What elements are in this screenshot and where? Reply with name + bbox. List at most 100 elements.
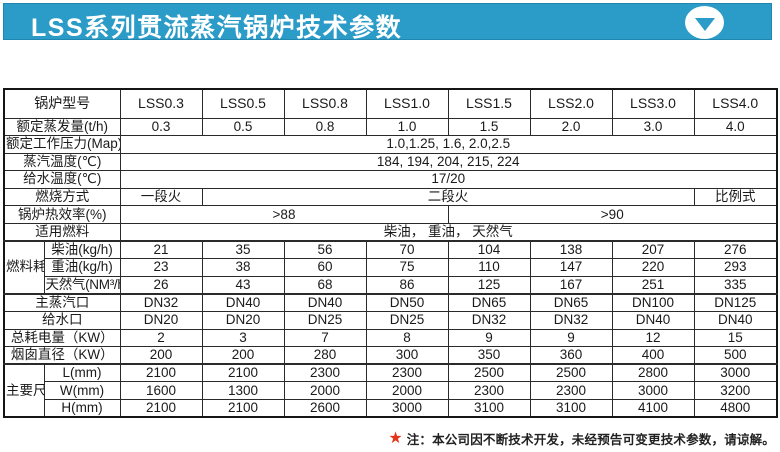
table-cell: 38	[201, 258, 285, 277]
table-row-feedwater-temp: 给水温度(℃) 17/20	[3, 170, 778, 189]
table-cell: 350	[447, 346, 531, 365]
table-cell: DN65	[529, 292, 613, 313]
table-cell: DN20	[201, 311, 285, 330]
table-cell: 1.0	[365, 117, 449, 137]
table-cell: 2500	[447, 363, 531, 383]
table-row-evaporation: 额定蒸发量(t/h) 0.3 0.5 0.8 1.0 1.5 2.0 3.0 4…	[3, 117, 778, 137]
table-cell: DN50	[365, 292, 449, 313]
table-cell: 43	[201, 275, 285, 295]
row-label-efficiency: 锅炉热效率(%)	[3, 205, 121, 225]
row-label-chimney: 烟囱直径（KW）	[3, 346, 121, 365]
group-label-dimensions: 主要尺寸	[3, 363, 45, 418]
table-cell: 1600	[119, 381, 203, 400]
table-cell: DN40	[693, 311, 778, 330]
table-cell: 3000	[365, 399, 449, 418]
table-cell: DN40	[611, 311, 695, 330]
row-label-natural-gas: 天然气(NM³/h)	[43, 275, 121, 295]
table-cell: LSS0.3	[119, 88, 203, 119]
table-cell: 2000	[365, 381, 449, 400]
table-cell: DN40	[283, 292, 367, 313]
footer-note-text: 注：本公司因不断技术开发，未经预告可变更技术参数，请谅解。	[406, 433, 775, 447]
table-cell: 2.0	[529, 117, 613, 137]
row-label-power: 总耗电量（KW）	[3, 328, 121, 348]
table-cell-proportional: 比例式	[693, 187, 778, 207]
table-cell: 15	[693, 328, 778, 348]
table-row-pressure: 额定工作压力(Map) 1.0,1.25, 1.6, 2.0,2.5	[3, 135, 778, 154]
table-cell: DN25	[365, 311, 449, 330]
table-row-height: H(mm) 2100 2100 2600 3000 3100 3100 4100…	[4, 399, 778, 418]
table-cell-merged: 柴油， 重油， 天然气	[119, 223, 778, 242]
group-label-fuel-consumption: 燃料耗量	[3, 240, 45, 295]
table-cell: 2800	[611, 363, 695, 383]
table-cell: 3100	[447, 399, 531, 418]
table-cell: 21	[119, 240, 203, 260]
table-cell: DN32	[119, 292, 203, 313]
table-row-efficiency: 锅炉热效率(%) >88 >90	[3, 205, 778, 225]
table-cell: 335	[693, 275, 778, 295]
row-label-feedwater-inlet: 给水口	[3, 311, 121, 330]
table-cell: 104	[447, 240, 531, 260]
row-label-fuel-type: 适用燃料	[3, 223, 121, 242]
table-cell: DN125	[693, 292, 778, 313]
table-cell: 500	[693, 346, 778, 365]
row-label-heavy-oil: 重油(kg/h)	[43, 258, 121, 277]
table-cell: 2300	[365, 363, 449, 383]
table-cell: LSS0.5	[201, 88, 285, 119]
table-cell: 70	[365, 240, 449, 260]
table-cell: 56	[283, 240, 367, 260]
table-row-steam-outlet: 主蒸汽口 DN32 DN40 DN40 DN50 DN65 DN65 DN100…	[3, 292, 778, 313]
table-cell: 1300	[201, 381, 285, 400]
table-cell: 9	[447, 328, 531, 348]
table-cell: 200	[201, 346, 285, 365]
table-cell-stage-one: 一段火	[119, 187, 203, 207]
table-cell-efficiency-low: >88	[119, 205, 449, 225]
table-row-diesel: 燃料耗量 柴油(kg/h) 21 35 56 70 104 138 207 27…	[3, 240, 778, 295]
table-row-length: 主要尺寸 L(mm) 2100 2100 2300 2300 2500 2500…	[3, 363, 778, 418]
table-cell: 3	[201, 328, 285, 348]
table-row-combustion: 燃烧方式 一段火 二段火 比例式	[3, 187, 778, 207]
table-cell: 2	[119, 328, 203, 348]
row-label-model: 锅炉型号	[3, 88, 121, 119]
star-icon: ★	[388, 429, 403, 447]
table-row-width: W(mm) 1600 1300 2000 2000 2300 2300 3000…	[4, 381, 778, 400]
chevron-down-icon	[694, 17, 715, 31]
table-cell: LSS1.5	[447, 88, 531, 119]
table-cell: 68	[283, 275, 367, 295]
row-label-width: W(mm)	[43, 381, 121, 400]
table-cell-merged: 184, 194, 204, 215, 224	[119, 152, 778, 172]
table-cell: 26	[119, 275, 203, 295]
row-label-pressure: 额定工作压力(Map)	[3, 135, 121, 154]
table-cell: LSS1.0	[365, 88, 449, 119]
table-cell: 2100	[119, 363, 203, 383]
row-label-combustion: 燃烧方式	[3, 187, 121, 207]
table-cell-efficiency-high: >90	[447, 205, 778, 225]
table-cell: 60	[283, 258, 367, 277]
table-cell: 300	[365, 346, 449, 365]
table-cell: LSS4.0	[693, 88, 778, 119]
table-cell: 200	[119, 346, 203, 365]
table-cell: 2100	[201, 363, 285, 383]
table-cell: 9	[529, 328, 613, 348]
table-cell: 3100	[529, 399, 613, 418]
collapse-toggle-button[interactable]	[685, 6, 724, 39]
table-cell: 86	[365, 275, 449, 295]
table-cell: 220	[611, 258, 695, 277]
table-row-power: 总耗电量（KW） 2 3 7 8 9 9 12 15	[3, 328, 778, 348]
table-cell: 2600	[283, 399, 367, 418]
table-cell-merged: 17/20	[119, 170, 778, 189]
table-row-feedwater-inlet: 给水口 DN20 DN20 DN25 DN25 DN32 DN32 DN40 D…	[3, 311, 778, 330]
table-cell: 75	[365, 258, 449, 277]
footer-note: ★ 注：本公司因不断技术开发，未经预告可变更技术参数，请谅解。	[388, 429, 775, 448]
table-cell: LSS2.0	[529, 88, 613, 119]
table-cell-stage-two: 二段火	[201, 187, 695, 207]
table-row-steam-temp: 蒸汽温度(℃) 184, 194, 204, 215, 224	[3, 152, 778, 172]
table-cell: 3200	[693, 381, 778, 400]
table-cell: 276	[693, 240, 778, 260]
row-label-length: L(mm)	[43, 363, 121, 383]
table-cell: 2100	[119, 399, 203, 418]
table-cell: DN32	[529, 311, 613, 330]
table-cell: 360	[529, 346, 613, 365]
table-cell: DN25	[283, 311, 367, 330]
table-cell: 2000	[283, 381, 367, 400]
table-cell: 4.0	[693, 117, 778, 137]
